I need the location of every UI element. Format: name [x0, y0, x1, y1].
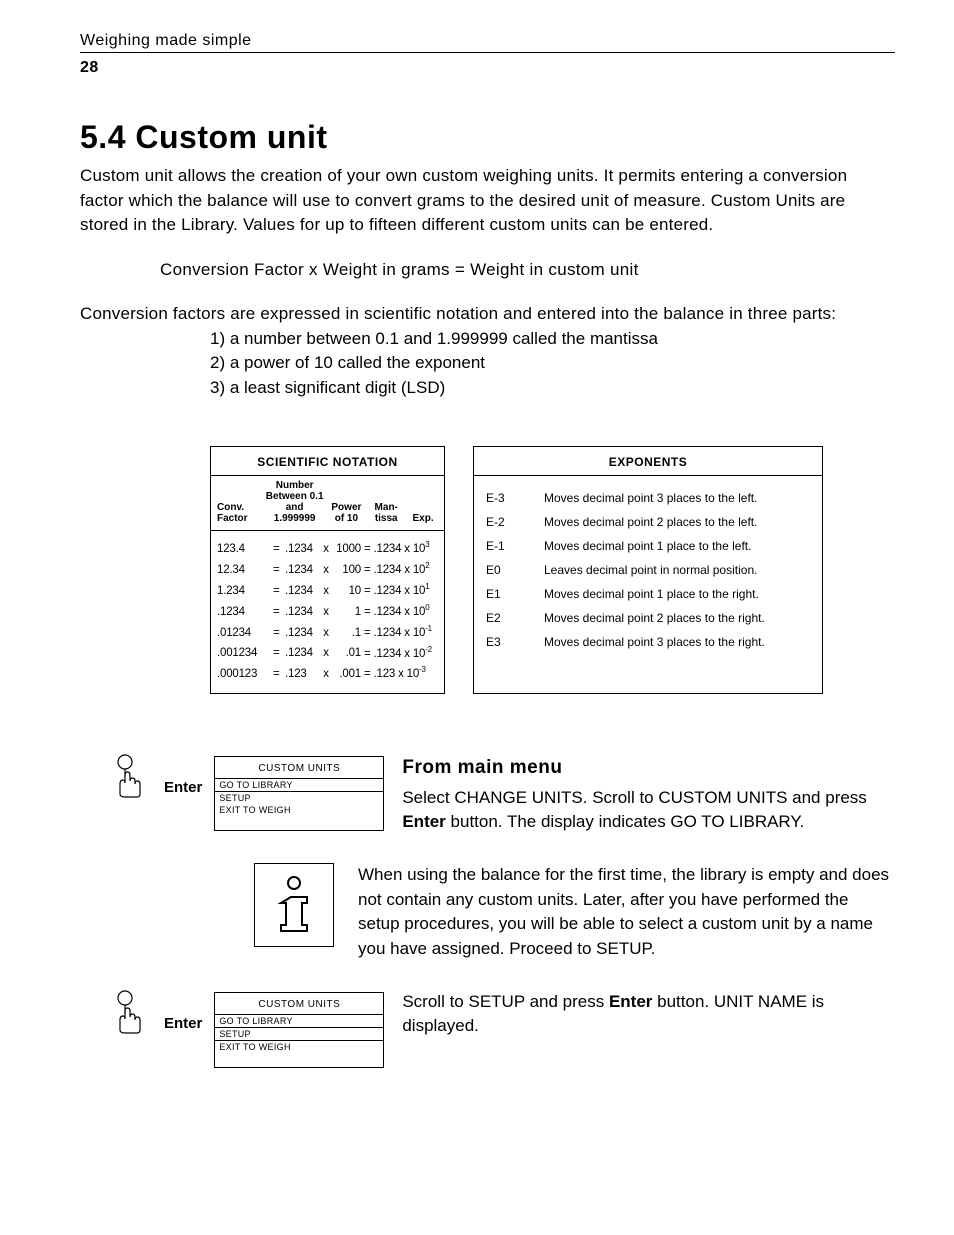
display-line: SETUP: [215, 1027, 383, 1041]
list-item: 1) a number between 0.1 and 1.999999 cal…: [210, 327, 894, 352]
parts-list: 1) a number between 0.1 and 1.999999 cal…: [210, 327, 894, 401]
step-description: When using the balance for the first tim…: [358, 863, 894, 962]
col-head: Conv. Factor: [217, 502, 261, 524]
display-line: EXIT TO WEIGH: [215, 1041, 383, 1053]
step-row: When using the balance for the first tim…: [80, 863, 894, 962]
col-head: Number Between 0.1 and 1.999999: [265, 480, 325, 524]
list-item: 3) a least significant digit (LSD): [210, 376, 894, 401]
table-row: E-2Moves decimal point 2 places to the l…: [486, 510, 810, 534]
table-row: 1.234=.1234x10 = .1234 x 101: [217, 579, 438, 600]
table-header-row: Conv. Factor Number Between 0.1 and 1.99…: [211, 476, 444, 531]
press-icon: [111, 754, 147, 798]
table-row: E1Moves decimal point 1 place to the rig…: [486, 582, 810, 606]
table-row: E-1Moves decimal point 1 place to the le…: [486, 534, 810, 558]
step-row: Enter CUSTOM UNITS GO TO LIBRARY SETUP E…: [80, 754, 894, 835]
table-row: E0Leaves decimal point in normal positio…: [486, 558, 810, 582]
step-subhead: From main menu: [402, 754, 894, 782]
table-row: .1234=.1234x1 = .1234 x 100: [217, 600, 438, 621]
formula-line: Conversion Factor x Weight in grams = We…: [160, 260, 894, 280]
display-line: EXIT TO WEIGH: [215, 804, 383, 816]
page-number: 28: [80, 59, 894, 77]
info-icon-box: [254, 863, 334, 947]
display-panel: CUSTOM UNITS GO TO LIBRARY SETUP EXIT TO…: [214, 992, 384, 1068]
table-row: .000123=.123x.001 = .123 x 10-3: [217, 662, 438, 683]
table-row: 12.34=.1234x100 = .1234 x 102: [217, 558, 438, 579]
display-title: CUSTOM UNITS: [215, 763, 383, 778]
col-head: Man- tissa: [368, 502, 404, 524]
display-line: GO TO LIBRARY: [215, 1014, 383, 1027]
table-row: .001234=.1234x.01 = .1234 x 10-2: [217, 642, 438, 663]
display-panel: CUSTOM UNITS GO TO LIBRARY SETUP EXIT TO…: [214, 756, 384, 831]
col-head: Power of 10: [328, 502, 364, 524]
display-title: CUSTOM UNITS: [215, 999, 383, 1014]
intro-paragraph: Custom unit allows the creation of your …: [80, 164, 894, 238]
step-description: From main menu Select CHANGE UNITS. Scro…: [402, 754, 894, 835]
table-row: E3Moves decimal point 3 places to the ri…: [486, 630, 810, 654]
info-icon: [274, 875, 314, 935]
table-row: E-3Moves decimal point 3 places to the l…: [486, 486, 810, 510]
step-description: Scroll to SETUP and press Enter button. …: [402, 990, 894, 1039]
table-row: E2Moves decimal point 2 places to the ri…: [486, 606, 810, 630]
display-line: SETUP: [215, 792, 383, 804]
exponents-table: EXPONENTS E-3Moves decimal point 3 place…: [473, 446, 823, 694]
table-title: EXPONENTS: [474, 447, 822, 476]
table-row: 123.4=.1234x1000 = .1234 x 103: [217, 537, 438, 558]
section-heading: 5.4 Custom unit: [80, 119, 894, 156]
press-icon: [111, 990, 147, 1034]
scientific-notation-table: SCIENTIFIC NOTATION Conv. Factor Number …: [210, 446, 445, 694]
display-line: GO TO LIBRARY: [215, 778, 383, 792]
table-row: .01234=.1234x.1 = .1234 x 10-1: [217, 621, 438, 642]
table-title: SCIENTIFIC NOTATION: [211, 447, 444, 476]
running-head: Weighing made simple: [80, 32, 895, 53]
list-item: 2) a power of 10 called the exponent: [210, 351, 894, 376]
enter-label: Enter: [164, 779, 202, 796]
col-head: Exp.: [408, 513, 438, 524]
lead-paragraph-2: Conversion factors are expressed in scie…: [80, 302, 894, 327]
enter-label: Enter: [164, 1015, 202, 1032]
step-row: Enter CUSTOM UNITS GO TO LIBRARY SETUP E…: [80, 990, 894, 1068]
